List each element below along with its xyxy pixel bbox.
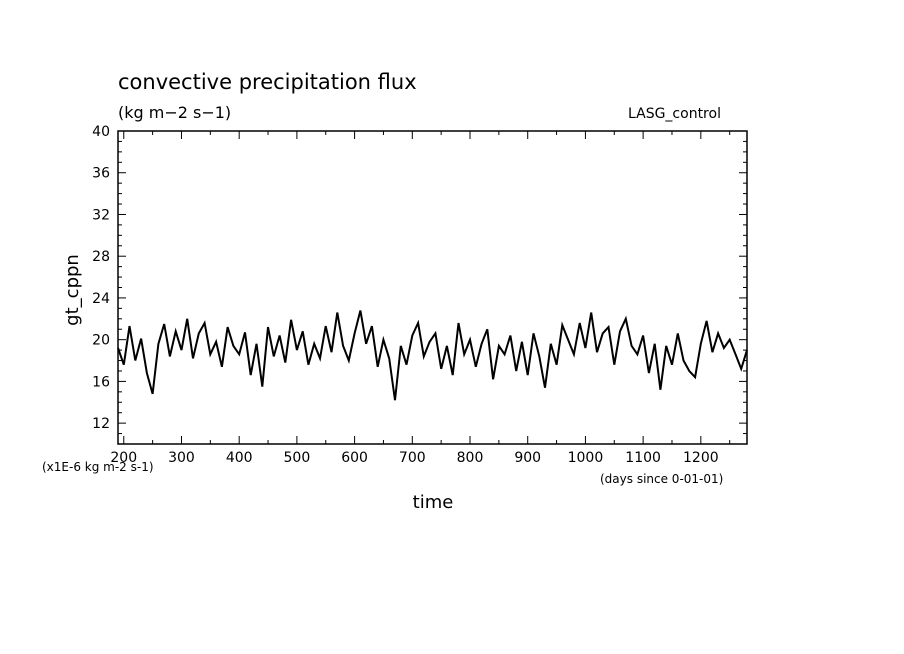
x-tick-label: 300 bbox=[168, 450, 195, 466]
x-tick-label: 1100 bbox=[625, 450, 661, 466]
plot-area bbox=[117, 130, 748, 445]
x-tick-label: 1000 bbox=[568, 450, 604, 466]
chart-title: convective precipitation flux bbox=[118, 70, 417, 94]
y-tick-label: 32 bbox=[92, 207, 110, 223]
y-scale-note: (x1E-6 kg m-2 s-1) bbox=[42, 460, 154, 474]
y-tick-label: 24 bbox=[92, 291, 110, 307]
x-tick-label: 600 bbox=[341, 450, 368, 466]
series-layer bbox=[117, 310, 748, 401]
run-label: LASG_control bbox=[628, 106, 721, 122]
x-tick-label: 500 bbox=[284, 450, 311, 466]
x-tick-label: 700 bbox=[399, 450, 426, 466]
x-tick-label: 1200 bbox=[683, 450, 719, 466]
x-tick-label: 200 bbox=[110, 450, 137, 466]
x-axis-label: time bbox=[413, 492, 454, 513]
x-tick-label: 800 bbox=[457, 450, 484, 466]
x-tick-label: 400 bbox=[226, 450, 253, 466]
y-tick-label: 40 bbox=[92, 124, 110, 140]
x-units-note: (days since 0-01-01) bbox=[600, 472, 723, 486]
y-axis-label: gt_cppn bbox=[62, 254, 83, 326]
y-tick-label: 28 bbox=[92, 249, 110, 265]
chart-units: (kg m−2 s−1) bbox=[118, 103, 231, 122]
y-tick-label: 36 bbox=[92, 166, 110, 182]
series-line bbox=[117, 310, 748, 401]
x-tick-label: 900 bbox=[514, 450, 541, 466]
y-axis: 12 16 20 24 28 32 36 40 bbox=[92, 124, 747, 435]
y-tick-label: 16 bbox=[92, 374, 110, 390]
y-tick-label: 12 bbox=[92, 416, 110, 432]
x-axis: 200 300 400 500 600 700 800 900 1000 1100 1200 bbox=[110, 131, 731, 466]
y-tick-label: 20 bbox=[92, 333, 110, 349]
plot-frame bbox=[117, 130, 748, 445]
